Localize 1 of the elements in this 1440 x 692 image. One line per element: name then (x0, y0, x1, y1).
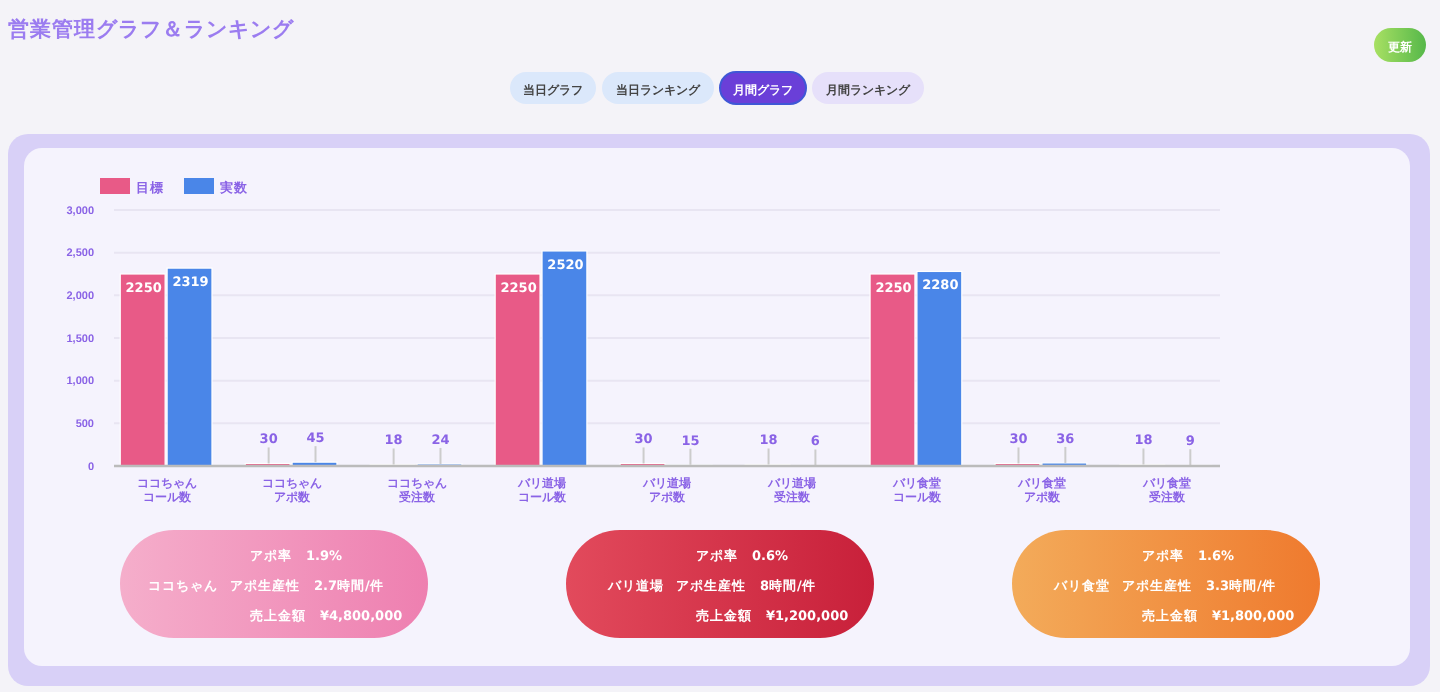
chart-title: 営業管理グラフ＆ランキング (8, 16, 296, 42)
